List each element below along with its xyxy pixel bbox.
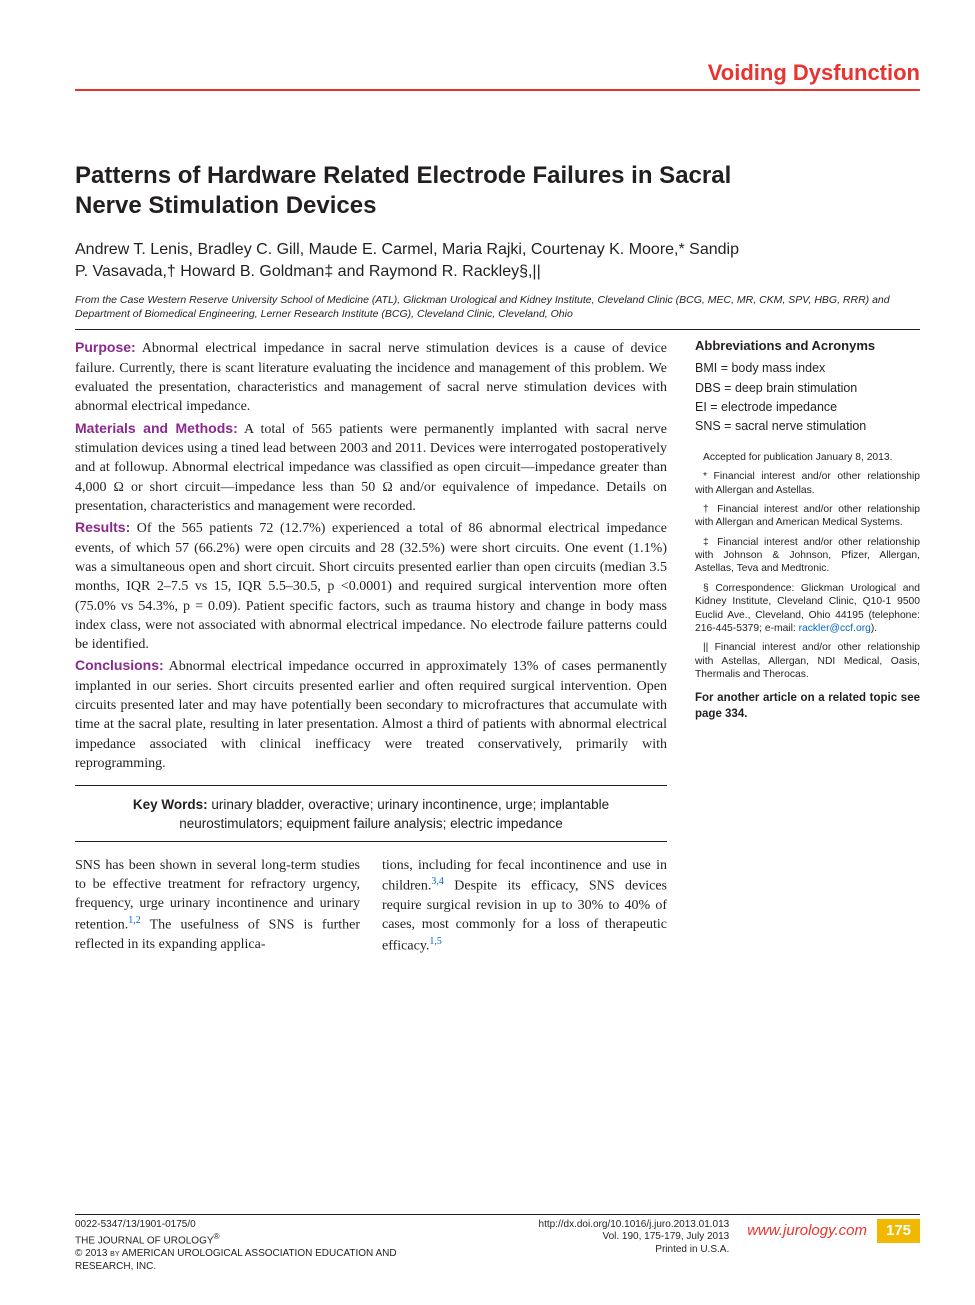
fn-accepted: Accepted for publication January 8, 2013…: [695, 451, 920, 464]
issn: 0022-5347/13/1901-0175/0: [75, 1219, 402, 1232]
abstract-column: Purpose: Abnormal electrical impedance i…: [75, 338, 667, 955]
article-title: Patterns of Hardware Related Electrode F…: [75, 161, 751, 221]
keywords: Key Words: urinary bladder, overactive; …: [75, 792, 667, 834]
fn-correspondence: § Correspondence: Glickman Urological an…: [695, 582, 920, 636]
page-footer: 0022-5347/13/1901-0175/0 THE JOURNAL OF …: [75, 1214, 920, 1273]
reg-mark: ®: [214, 1231, 220, 1241]
fn-star: * Financial interest and/or other relati…: [695, 470, 920, 497]
footer-mid: http://dx.doi.org/10.1016/j.juro.2013.01…: [402, 1219, 747, 1257]
acr-item: EI = electrode impedance: [695, 398, 920, 417]
acr-item: SNS = sacral nerve stimulation: [695, 417, 920, 436]
results-label: Results:: [75, 519, 130, 535]
page-number: 175: [877, 1219, 920, 1244]
copyright: © 2013 by AMERICAN UROLOGICAL ASSOCIATIO…: [75, 1248, 402, 1273]
body-col-2: tions, including for fecal incontinence …: [382, 856, 667, 956]
vol-info: Vol. 190, 175-179, July 2013: [402, 1231, 729, 1244]
acr-item: BMI = body mass index: [695, 359, 920, 378]
fn-ddagger: ‡ Financial interest and/or other relati…: [695, 536, 920, 576]
fn-corr-suffix: ).: [871, 623, 877, 634]
rule-kw-bot: [75, 841, 667, 842]
rule-kw-top: [75, 785, 667, 786]
keywords-text: urinary bladder, overactive; urinary inc…: [179, 797, 609, 830]
results-text: Of the 565 patients 72 (12.7%) experienc…: [75, 521, 667, 652]
cite-1-2[interactable]: 1,2: [128, 915, 141, 926]
footer-left: 0022-5347/13/1901-0175/0 THE JOURNAL OF …: [75, 1219, 402, 1273]
see-also: For another article on a related topic s…: [695, 691, 920, 722]
affiliation: From the Case Western Reserve University…: [75, 294, 920, 321]
sidebar-column: Abbreviations and Acronyms BMI = body ma…: [695, 338, 920, 955]
printed-in: Printed in U.S.A.: [402, 1244, 729, 1257]
section-header: Voiding Dysfunction: [75, 60, 920, 91]
methods-label: Materials and Methods:: [75, 420, 238, 436]
conclusions-text: Abnormal electrical impedance occurred i…: [75, 659, 667, 771]
body-col-1: SNS has been shown in several long-term …: [75, 856, 360, 956]
abbrev-list: BMI = body mass index DBS = deep brain s…: [695, 359, 920, 437]
doi[interactable]: http://dx.doi.org/10.1016/j.juro.2013.01…: [402, 1219, 729, 1232]
cite-1-5[interactable]: 1,5: [429, 936, 442, 947]
conclusions-label: Conclusions:: [75, 657, 164, 673]
cite-3-4[interactable]: 3,4: [431, 876, 444, 887]
journal-name: THE JOURNAL OF UROLOGY: [75, 1236, 214, 1247]
abbrev-heading: Abbreviations and Acronyms: [695, 338, 920, 355]
footer-right: www.jurology.com 175: [747, 1219, 920, 1244]
body-columns: SNS has been shown in several long-term …: [75, 856, 667, 956]
rule-top: [75, 329, 920, 330]
keywords-label: Key Words:: [133, 797, 208, 812]
acr-item: DBS = deep brain stimulation: [695, 379, 920, 398]
journal-url[interactable]: www.jurology.com: [747, 1222, 867, 1241]
fn-dagger: † Financial interest and/or other relati…: [695, 503, 920, 530]
authors: Andrew T. Lenis, Bradley C. Gill, Maude …: [75, 239, 751, 282]
email-link[interactable]: rackler@ccf.org: [799, 623, 871, 634]
purpose-label: Purpose:: [75, 339, 136, 355]
fn-parallel: || Financial interest and/or other relat…: [695, 641, 920, 681]
purpose-text: Abnormal electrical impedance in sacral …: [75, 341, 667, 414]
